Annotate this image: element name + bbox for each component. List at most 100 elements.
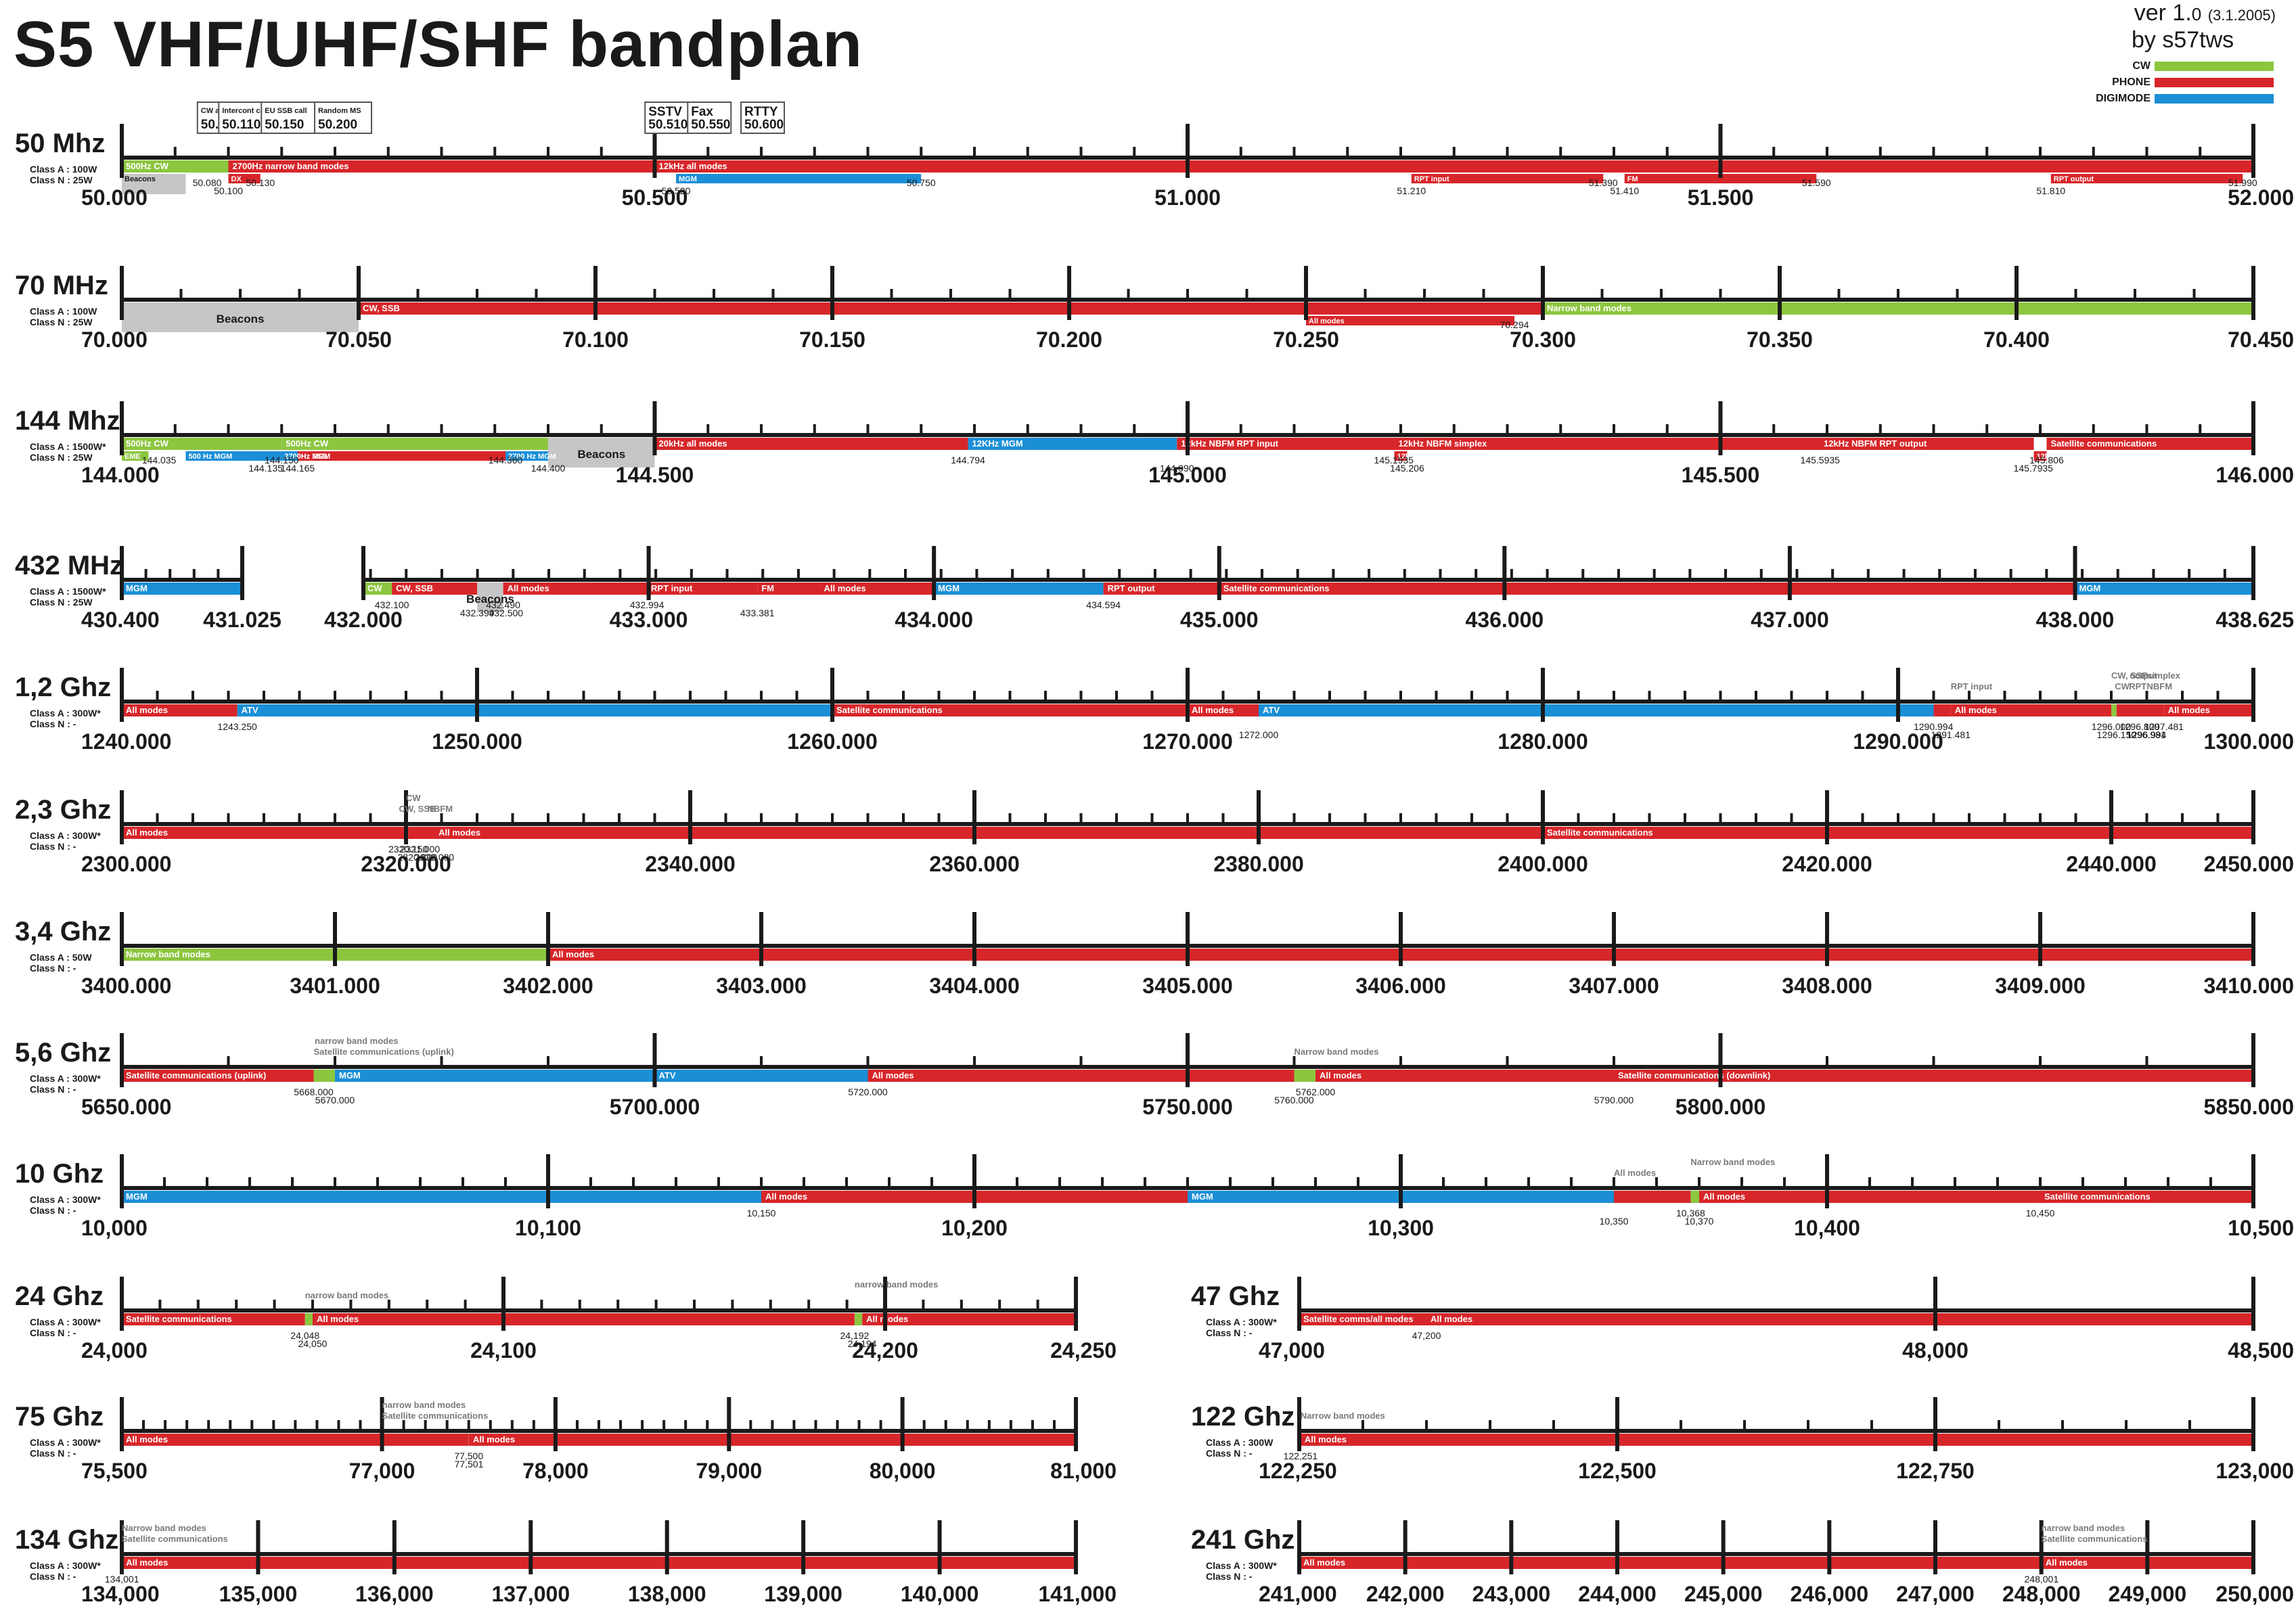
class-a-power: Class A : 300W* [1206, 1560, 1277, 1571]
frequency-mark: 432.500 [489, 608, 523, 618]
frequency-mark: 122,251 [1284, 1451, 1318, 1461]
segment-label: Beacons [217, 313, 265, 325]
tick-label: 51.000 [1154, 185, 1221, 210]
band-note: All modes [1614, 1168, 1656, 1178]
tick-label: 24,250 [1050, 1338, 1117, 1363]
band-segment [934, 583, 1104, 595]
segment-label: Satellite communications (downlink) [1618, 1070, 1770, 1080]
frequency-mark: 24,192 [840, 1330, 869, 1341]
tick-label: 10,200 [941, 1216, 1008, 1240]
frequency-mark: 1297.481 [2144, 721, 2184, 732]
band-segment [1426, 1313, 2253, 1325]
class-a-power: Class A : 50W [30, 952, 92, 963]
frequency-mark: 1290.994 [1914, 721, 1954, 732]
tick-label: 1260.000 [787, 729, 877, 754]
tick-label: 122,500 [1578, 1459, 1657, 1483]
class-a-power: Class A : 300W* [1206, 1317, 1277, 1327]
frequency-mark: 50.130 [246, 177, 275, 188]
class-n-power: Class N : - [30, 841, 76, 852]
tick-label: 135,000 [219, 1582, 298, 1606]
sub-segment [505, 451, 548, 461]
sub-segment-label: All modes [1309, 317, 1345, 325]
band-segment [122, 827, 409, 839]
tick-label: 134,000 [81, 1582, 160, 1606]
sub-segment [282, 451, 298, 461]
band-segment [2046, 438, 2253, 450]
band-label: 144 Mhz [15, 406, 120, 436]
tick-label: 70.400 [1983, 327, 2050, 352]
version-date: (3.1.2005) [2207, 7, 2276, 24]
tick-label: 70.300 [1510, 327, 1576, 352]
tick-label: 3406.000 [1355, 974, 1445, 998]
band-segment [122, 438, 282, 450]
tick-label: 47,000 [1259, 1338, 1325, 1363]
frequency-mark: 433.381 [740, 608, 775, 618]
tick-label: 70.450 [2228, 327, 2294, 352]
band-label: 10 Ghz [15, 1159, 104, 1189]
segment-label: MGM [938, 583, 960, 593]
tick-label: 70.000 [81, 327, 148, 352]
frequency-mark: 1243.250 [217, 721, 257, 732]
tick-label: 244,000 [1578, 1582, 1657, 1606]
tick-label: 2320.000 [361, 852, 451, 876]
tick-label: 24,100 [470, 1338, 537, 1363]
callout-value: 50.200 [318, 118, 357, 132]
frequency-mark: 144.794 [951, 455, 985, 465]
frequency-mark: 434.594 [1086, 599, 1121, 610]
legend-swatch-cw [2155, 62, 2274, 71]
tick-label: 2360.000 [929, 852, 1019, 876]
segment-label: ATV [242, 705, 258, 715]
tick-label: 144.500 [616, 463, 694, 487]
band-label: 1,2 Ghz [15, 672, 111, 702]
tick-label: 5850.000 [2204, 1095, 2294, 1119]
band-segment [313, 1313, 855, 1325]
segment-label: Satellite communications [2044, 1191, 2151, 1202]
band-note: output [2130, 670, 2157, 681]
band-segment [392, 583, 478, 595]
tick-label: 137,000 [491, 1582, 570, 1606]
legend-swatch-phone [2155, 78, 2274, 87]
frequency-mark: 1296.994 [2127, 729, 2167, 740]
sub-segment-label: FM [1627, 175, 1638, 183]
band-segment [335, 1070, 655, 1082]
band-segment [1614, 1070, 2253, 1082]
tick-label: 246,000 [1790, 1582, 1868, 1606]
frequency-mark: 10,370 [1685, 1216, 1714, 1227]
frequency-mark: 10,450 [2026, 1208, 2055, 1218]
frequency-mark: 432.100 [375, 599, 409, 610]
band-note: Satellite communications [382, 1411, 489, 1421]
band-segment [654, 1070, 868, 1082]
band-label: 5,6 Ghz [15, 1038, 111, 1068]
frequency-mark: 144.400 [531, 463, 566, 474]
frequency-mark: 1272.000 [1239, 729, 1279, 740]
callout-value: 50.600 [744, 118, 784, 132]
band-segment [122, 1070, 314, 1082]
tick-label: 243,000 [1472, 1582, 1550, 1606]
class-a-power: Class A : 1500W* [30, 441, 106, 452]
segment-label: All modes [552, 949, 594, 959]
tick-label: 1290.000 [1853, 729, 1943, 754]
band-segment [1299, 1313, 1426, 1325]
band-segment [313, 1070, 335, 1082]
frequency-mark: 51.390 [1589, 177, 1618, 188]
tick-label: 2420.000 [1782, 852, 1872, 876]
segment-label: ATV [659, 1070, 676, 1080]
tick-label: 123,000 [2215, 1459, 2294, 1483]
frequency-mark: 432.490 [486, 599, 520, 610]
band-segment [2040, 1191, 2253, 1203]
band-note: CW, SSB [399, 804, 436, 814]
class-a-power: Class A : 300W* [30, 1317, 101, 1327]
tick-label: 138,000 [628, 1582, 706, 1606]
callout-box [644, 101, 690, 134]
segment-label: All modes [126, 705, 168, 715]
frequency-mark: 50.750 [907, 177, 936, 188]
class-n-power: Class N : 25W [30, 597, 93, 608]
tick-label: 3407.000 [1569, 974, 1659, 998]
segment-label: All modes [126, 1557, 168, 1568]
band-segment [654, 438, 968, 450]
band-note: Narrow band modes [122, 1523, 206, 1533]
band-note: Satellite communications [122, 1534, 228, 1544]
sub-segment-label: MGM [679, 175, 697, 183]
band-segment [503, 583, 648, 595]
class-a-power: Class A : 100W [30, 164, 97, 175]
